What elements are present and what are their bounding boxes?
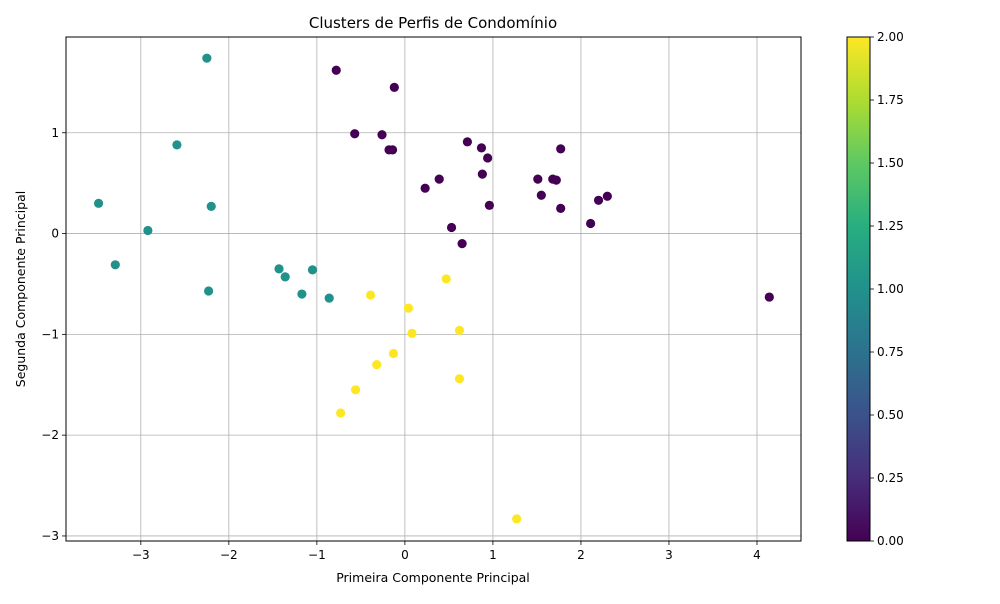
y-tick-label: 1 <box>51 126 59 140</box>
data-point <box>206 201 216 211</box>
data-point <box>203 286 214 296</box>
data-point <box>307 265 318 275</box>
data-point <box>172 140 182 150</box>
colorbar-tick-label: 1.75 <box>877 93 904 107</box>
colorbar-tick-label: 1.50 <box>877 156 904 170</box>
colorbar-tick-label: 2.00 <box>877 30 904 44</box>
grid <box>66 37 801 541</box>
data-point <box>331 65 341 75</box>
colorbar-tick-label: 0.25 <box>877 471 904 485</box>
x-tick-label: 3 <box>665 548 673 562</box>
y-axis-ticks: −3 −2 −1 0 1 <box>41 126 66 543</box>
y-tick-label: −3 <box>41 529 59 543</box>
data-point <box>420 183 430 193</box>
data-point <box>350 385 361 395</box>
data-point <box>551 175 561 185</box>
data-point <box>483 153 493 163</box>
x-axis-label: Primeira Componente Principal <box>336 570 530 585</box>
data-point <box>403 303 414 313</box>
data-point <box>764 292 774 302</box>
data-point <box>556 203 566 213</box>
data-point <box>202 53 212 63</box>
data-point <box>407 328 417 338</box>
data-point <box>297 289 307 299</box>
colorbar-tick-label: 0.00 <box>877 534 904 548</box>
x-tick-label: 4 <box>753 548 761 562</box>
data-point <box>457 239 467 249</box>
data-point <box>372 360 382 370</box>
data-point <box>586 218 596 229</box>
data-point <box>388 348 399 359</box>
chart-title: Clusters de Perfis de Condomínio <box>309 14 557 32</box>
y-tick-label: 0 <box>51 227 59 241</box>
data-point <box>434 174 444 184</box>
data-point <box>377 130 387 140</box>
data-point <box>536 190 546 200</box>
x-tick-label: 0 <box>401 548 409 562</box>
data-point <box>476 143 487 153</box>
data-point <box>280 272 290 282</box>
colorbar-tick-label: 1.00 <box>877 282 904 296</box>
y-tick-label: −2 <box>41 428 59 442</box>
data-point <box>387 145 398 155</box>
x-tick-label: 2 <box>577 548 585 562</box>
data-point <box>512 514 522 524</box>
data-point <box>454 374 465 384</box>
x-axis-ticks: −3 −2 −1 0 1 2 3 4 <box>132 541 761 562</box>
data-point <box>143 225 153 236</box>
colorbar <box>846 36 871 542</box>
data-point <box>324 293 334 303</box>
data-point <box>389 82 399 92</box>
data-point <box>602 191 612 201</box>
data-point <box>462 137 472 147</box>
y-axis-label: Segunda Componente Principal <box>13 191 28 387</box>
data-point <box>556 144 566 154</box>
colorbar-ticks: 0.00 0.25 0.50 0.75 1.00 1.25 1.50 1.75 2.00 <box>870 30 904 548</box>
plot-frame <box>65 36 802 542</box>
data-point <box>533 174 543 184</box>
data-point <box>484 200 494 210</box>
x-tick-label: 1 <box>489 548 497 562</box>
data-point <box>93 198 104 208</box>
colorbar-tick-label: 0.50 <box>877 408 904 422</box>
x-tick-label: −1 <box>308 548 326 562</box>
data-points <box>93 53 774 524</box>
data-point <box>446 222 457 233</box>
data-point <box>274 264 284 274</box>
data-point <box>110 260 120 270</box>
data-point <box>477 169 487 179</box>
data-point <box>350 129 360 139</box>
x-tick-label: −2 <box>220 548 238 562</box>
colorbar-tick-label: 1.25 <box>877 219 904 233</box>
data-point <box>441 274 451 284</box>
data-point <box>365 290 376 300</box>
data-point <box>454 325 465 335</box>
x-tick-label: −3 <box>132 548 150 562</box>
colorbar-tick-label: 0.75 <box>877 345 904 359</box>
data-point <box>336 408 346 418</box>
y-tick-label: −1 <box>41 327 59 341</box>
data-point <box>593 195 604 205</box>
